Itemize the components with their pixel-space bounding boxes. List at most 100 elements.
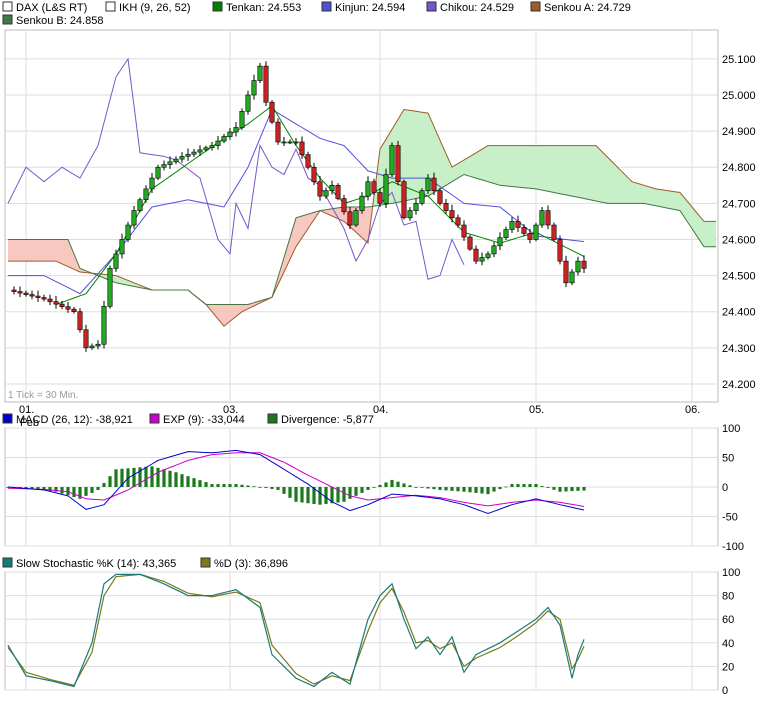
candle-down: [395, 145, 401, 182]
candle-down: [527, 233, 533, 240]
divergence-bar: [216, 484, 220, 487]
cloud-segment: [44, 239, 50, 262]
divergence-bar: [246, 485, 250, 487]
cloud-segment: [278, 257, 284, 285]
divergence-bar: [498, 487, 502, 490]
divergence-bar: [234, 484, 238, 487]
divergence-bar: [252, 486, 256, 488]
divergence-bar: [330, 487, 334, 504]
main-legend: DAX (L&S RT) IKH (9, 26, 52) Tenkan: 24.55…: [2, 1, 631, 27]
cloud-segment: [518, 145, 524, 188]
cloud-segment: [470, 152, 476, 179]
square-icon-dax: [2, 1, 13, 12]
cloud-segment: [710, 221, 716, 247]
divergence-bar: [534, 484, 538, 487]
candle-up: [533, 224, 539, 240]
cloud-segment: [128, 280, 134, 287]
cloud-segment: [302, 214, 308, 238]
candle-up: [215, 140, 221, 146]
candle-down: [65, 306, 71, 310]
candle-up: [221, 136, 227, 142]
cloud-segment: [554, 145, 560, 194]
cloud-segment: [20, 239, 26, 262]
candle-down: [47, 298, 53, 302]
cloud-segment: [362, 206, 368, 244]
candle-down: [563, 260, 569, 284]
divergence-bar: [444, 487, 448, 491]
candle-down: [371, 181, 377, 193]
cloud-segment: [122, 278, 128, 286]
cloud-segment: [536, 145, 542, 191]
cloud-segment: [632, 181, 638, 204]
divergence-bar: [54, 487, 58, 492]
divergence-bar: [522, 484, 526, 487]
cloud-segment: [410, 110, 416, 200]
divergence-bar: [372, 487, 376, 488]
cloud-segment: [434, 126, 440, 193]
tick-interval-note: 1 Tick = 30 Min.: [8, 390, 78, 401]
divergence-bar: [30, 487, 34, 490]
candle-up: [281, 141, 287, 144]
candle-down: [551, 224, 557, 240]
y-tick-label: 80: [722, 591, 734, 603]
cloud-segment: [296, 216, 302, 247]
legend-label: MACD (26, 12): -38,921: [16, 414, 133, 426]
divergence-bar: [468, 487, 472, 493]
candle-down: [341, 198, 347, 213]
divergence-bar: [558, 487, 562, 492]
legend-label: Senkou A: 24.729: [544, 2, 631, 14]
cloud-segment: [626, 175, 632, 204]
divergence-bar: [354, 487, 358, 496]
candle-up: [125, 224, 131, 240]
divergence-bar: [402, 483, 406, 487]
candle-down: [431, 177, 437, 192]
stochastic-lines: [7, 573, 585, 688]
cloud-segment: [566, 145, 572, 197]
divergence-bar: [318, 487, 322, 505]
candle-up: [389, 145, 395, 175]
candle-up: [323, 190, 329, 197]
divergence-bar: [528, 484, 532, 487]
cloud-segment: [608, 157, 614, 204]
divergence-bar: [258, 487, 262, 488]
candle-down: [347, 211, 353, 226]
divergence-bar: [450, 487, 454, 491]
candle-up: [257, 65, 263, 81]
square-icon-senkou-a: [530, 1, 541, 12]
y-tick-label: 24.300: [722, 343, 756, 355]
candle-up: [419, 190, 425, 204]
divergence-bar: [174, 472, 178, 487]
cloud-segment: [650, 187, 656, 206]
cloud-segment: [482, 145, 488, 182]
divergence-bar: [138, 467, 142, 487]
time-x-axis: 01. 03. 04. 05. 06. Feb: [19, 404, 700, 429]
cloud-segment: [38, 239, 44, 262]
cloud-segment: [14, 239, 20, 262]
y-tick-label: 100: [722, 567, 740, 579]
candle-down: [557, 239, 563, 262]
cloud-segment: [242, 304, 248, 312]
x-tick-label: 04.: [373, 404, 388, 416]
cloud-segment: [50, 239, 56, 262]
y-tick-label: 50: [722, 453, 734, 465]
candle-down: [269, 101, 275, 123]
divergence-bar: [336, 487, 340, 503]
candle-up: [89, 345, 95, 349]
candle-up: [179, 156, 185, 160]
divergence-bar: [282, 487, 286, 494]
macd-divergence-bars: [6, 466, 586, 505]
cloud-segment: [440, 140, 446, 189]
divergence-bar: [144, 466, 148, 487]
divergence-bar: [222, 484, 226, 487]
cloud-segment: [614, 163, 620, 204]
candle-up: [407, 210, 413, 219]
cloud-segment: [458, 160, 464, 179]
candle-down: [545, 210, 551, 226]
candle-down: [443, 203, 449, 211]
candle-up: [239, 110, 245, 128]
candle-up: [569, 271, 575, 284]
divergence-bar: [204, 482, 208, 487]
divergence-bar: [150, 466, 154, 487]
square-icon-exp: [149, 413, 160, 424]
candle-up: [137, 199, 143, 211]
